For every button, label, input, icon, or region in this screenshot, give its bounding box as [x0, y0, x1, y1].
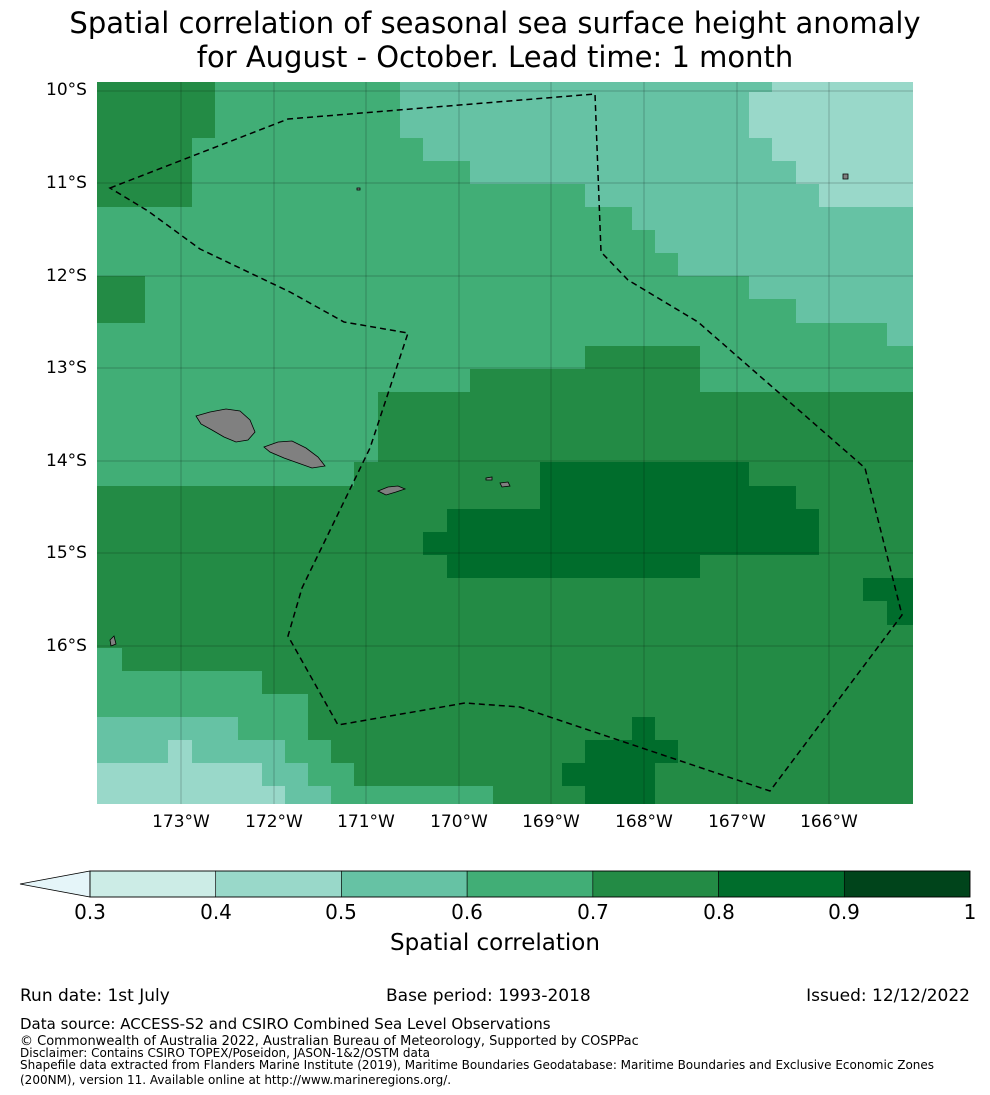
shapefile-line-1: Shapefile data extracted from Flanders M… — [20, 1058, 935, 1072]
colorbar-extend-arrow — [19, 870, 91, 898]
lon-label-169w: 169°W — [522, 812, 580, 832]
lat-label-14s: 14°S — [46, 451, 87, 471]
island-ofu — [485, 476, 493, 481]
island-upolu — [263, 440, 326, 469]
base-period: Base period: 1993-2018 — [386, 986, 591, 1006]
cb-tick-6: 0.9 — [828, 900, 860, 924]
graticule — [97, 82, 913, 804]
issued-date: Issued: 12/12/2022 — [806, 986, 970, 1006]
title-line-1: Spatial correlation of seasonal sea surf… — [69, 6, 921, 40]
lat-label-12s: 12°S — [46, 266, 87, 286]
colorbar-segments — [89, 870, 971, 898]
island-n — [356, 187, 361, 191]
lat-label-16s: 16°S — [46, 636, 87, 656]
lon-label-166w: 166°W — [800, 812, 858, 832]
island-ne — [842, 173, 849, 180]
region-0.4-0.5-sw — [97, 740, 285, 804]
lon-label-170w: 170°W — [430, 812, 488, 832]
data-source: Data source: ACCESS-S2 and CSIRO Combine… — [20, 1015, 551, 1033]
correlation-grid — [97, 82, 913, 804]
cb-tick-3: 0.6 — [451, 900, 483, 924]
lat-label-10s: 10°S — [46, 80, 87, 100]
colorbar-segment-0 — [89, 870, 217, 898]
run-date: Run date: 1st July — [20, 986, 170, 1006]
colorbar-segment-6 — [843, 870, 971, 898]
lon-label-171w: 171°W — [337, 812, 395, 832]
cb-tick-5: 0.8 — [703, 900, 735, 924]
lon-label-173w: 173°W — [152, 812, 210, 832]
colorbar-segment-4 — [592, 870, 719, 898]
lon-label-168w: 168°W — [615, 812, 673, 832]
cell-nw2 — [97, 138, 192, 184]
title-line-2: for August - October. Lead time: 1 month — [196, 40, 794, 74]
lat-label-15s: 15°S — [46, 543, 87, 563]
chart-title: Spatial correlation of seasonal sea surf… — [0, 6, 990, 74]
island-tutuila — [377, 485, 407, 496]
cb-tick-2: 0.5 — [325, 900, 357, 924]
colorbar-segment-3 — [466, 870, 594, 898]
disclaimer: Disclaimer: Contains CSIRO TOPEX/Poseido… — [20, 1046, 430, 1060]
cell-nw — [97, 90, 215, 138]
colorbar-label: Spatial correlation — [390, 930, 600, 956]
cell-nw3 — [97, 184, 145, 207]
cb-tick-1: 0.4 — [200, 900, 232, 924]
eez-boundary — [108, 93, 903, 792]
cell-w2 — [97, 486, 215, 509]
colorbar-frame — [89, 870, 971, 898]
colorbar — [19, 870, 971, 898]
copyright: © Commonwealth of Australia 2022, Austra… — [20, 1034, 639, 1049]
colorbar-segment-1 — [215, 870, 342, 898]
region-0.8-0.9-south — [562, 717, 678, 804]
lon-label-172w: 172°W — [245, 812, 303, 832]
lat-label-13s: 13°S — [46, 358, 87, 378]
land-masses — [109, 173, 849, 647]
colorbar-segment-2 — [341, 870, 468, 898]
island-savaii — [195, 408, 256, 443]
shapefile-line-2: (200NM), version 11. Available online at… — [20, 1073, 452, 1087]
island-tau — [499, 481, 511, 488]
region-0.6-0.7-upper — [97, 82, 913, 509]
region-0.4-0.5 — [749, 82, 913, 207]
cb-tick-7: 1 — [963, 900, 977, 924]
cb-tick-4: 0.7 — [577, 900, 609, 924]
lat-label-11s: 11°S — [46, 173, 87, 193]
island-sw — [109, 635, 117, 647]
cb-tick-0: 0.3 — [74, 900, 106, 924]
region-0.8-0.9-center — [423, 462, 819, 578]
cell-w — [97, 276, 145, 323]
region-0.8-0.9-east — [863, 578, 913, 601]
colorbar-segment-5 — [718, 870, 845, 898]
lon-label-167w: 167°W — [708, 812, 766, 832]
